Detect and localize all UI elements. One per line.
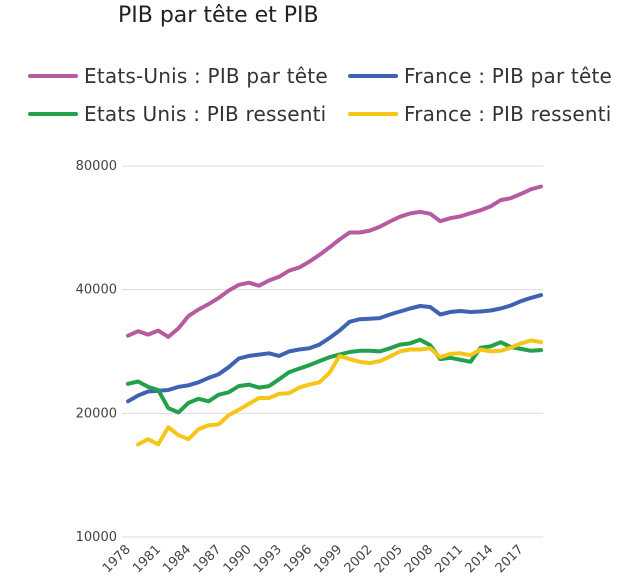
series-line-us-gdp-per-capita [126,184,543,339]
y-axis-ticks: 10000 20000 40000 80000 [76,159,117,545]
y-tick-label: 80000 [76,159,117,174]
x-tick-label: 1987 [190,542,224,576]
legend-item-us-felt-gdp[interactable]: Etats Unis : PIB ressenti [28,99,326,129]
legend-label-us-gdp-per-capita: Etats-Unis : PIB par tête [84,64,328,88]
series-line-france-felt-gdp [136,338,543,447]
gridlines [122,165,543,538]
legend-label-us-felt-gdp: Etats Unis : PIB ressenti [84,102,327,126]
legend-swatch-france-gdp-per-capita [348,74,398,78]
x-tick-label: 1981 [130,542,164,576]
y-tick-label: 40000 [76,283,117,298]
legend-swatch-us-gdp-per-capita [28,74,78,78]
x-tick-label: 1999 [311,542,345,576]
x-tick-label: 2002 [342,542,376,576]
legend-swatch-us-felt-gdp [28,112,78,116]
x-tick-label: 1996 [281,542,315,576]
x-tick-label: 1990 [221,542,255,576]
x-tick-label: 2011 [432,542,466,576]
x-tick-label: 2005 [372,542,406,576]
x-tick-label: 1984 [160,542,194,576]
legend-item-us-gdp-per-capita[interactable]: Etats-Unis : PIB par tête [28,61,328,91]
x-tick-label: 1993 [251,542,285,576]
series-line-france-gdp-per-capita [126,293,543,404]
series-line-us-felt-gdp [126,337,543,415]
legend-label-france-felt-gdp: France : PIB ressenti [404,102,612,126]
legend-swatch-france-felt-gdp [348,112,398,116]
chart-title: PIB par tête et PIB [118,3,319,28]
legend-label-france-gdp-per-capita: France : PIB par tête [404,64,613,88]
x-tick-label: 2008 [402,542,436,576]
y-tick-label: 10000 [76,530,117,545]
legend-item-france-felt-gdp[interactable]: France : PIB ressenti [348,99,612,129]
x-tick-label: 2017 [493,542,527,576]
legend-item-france-gdp-per-capita[interactable]: France : PIB par tête [348,61,612,91]
y-tick-label: 20000 [76,406,117,421]
series-lines [126,184,543,447]
x-tick-label: 1978 [100,542,134,576]
x-axis-ticks: 1978198119841987199019931996199920022005… [100,542,527,576]
x-tick-label: 2014 [462,542,496,576]
